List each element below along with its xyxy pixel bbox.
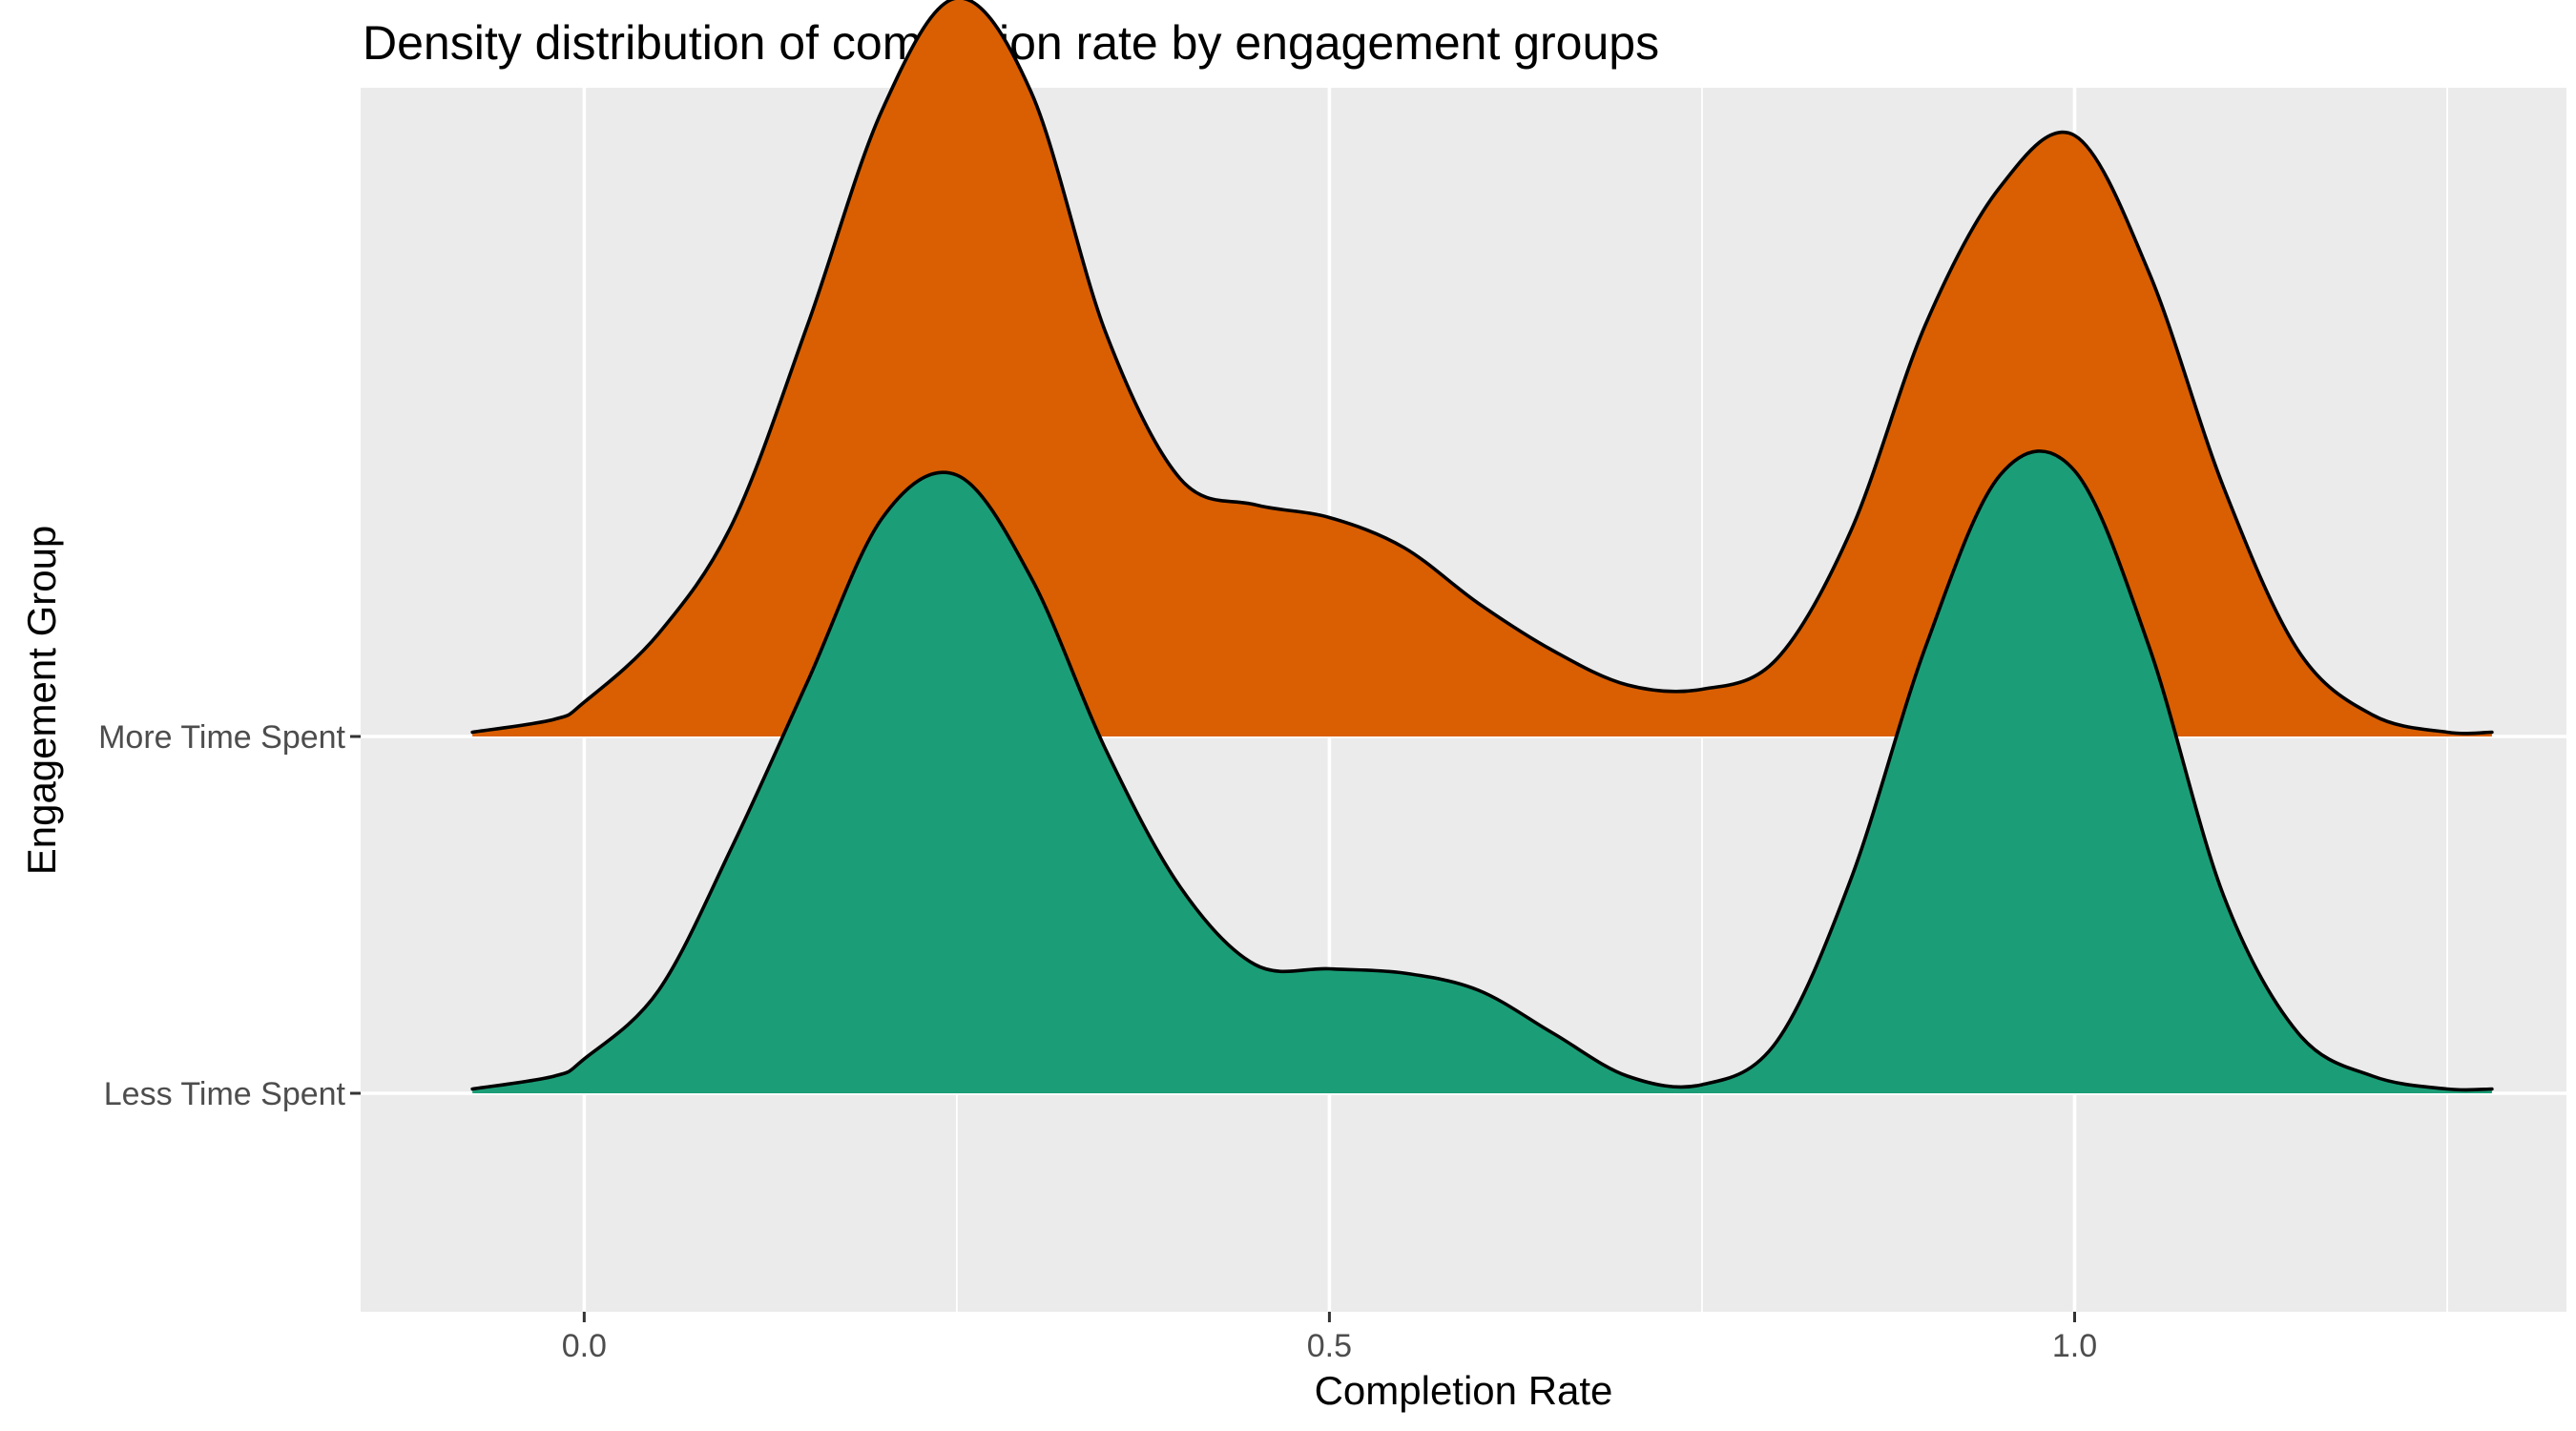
density-ridges xyxy=(470,0,2494,1093)
density-outline-more-time-spent xyxy=(470,0,2494,736)
x-tick-label-0: 0.0 xyxy=(562,1328,607,1364)
y-axis-title: Engagement Group xyxy=(19,526,64,876)
x-tick-label-1: 0.5 xyxy=(1307,1328,1352,1364)
density-outline-less-time-spent xyxy=(470,449,2494,1092)
x-tick-label-2: 1.0 xyxy=(2052,1328,2097,1364)
y-tick-label-0: Less Time Spent xyxy=(104,1076,346,1112)
y-tick-label-1: More Time Spent xyxy=(98,719,345,756)
x-axis-title: Completion Rate xyxy=(1315,1368,1613,1413)
density-fill-less-time-spent xyxy=(472,450,2492,1093)
axes: 0.0 0.5 1.0 Less Time Spent More Time Spent xyxy=(98,719,2097,1364)
